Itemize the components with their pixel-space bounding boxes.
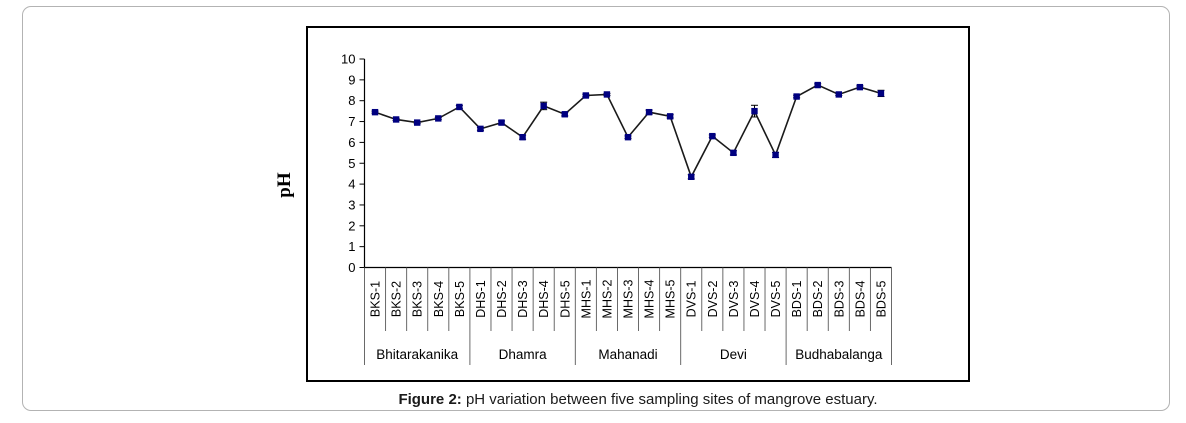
data-point-marker (835, 91, 842, 98)
y-tick-label: 0 (348, 260, 355, 275)
y-tick-label: 8 (348, 93, 355, 108)
data-point-marker (856, 83, 864, 91)
data-point-marker (645, 108, 653, 116)
y-tick-label: 6 (348, 135, 355, 150)
x-category-label: MHS-5 (664, 280, 678, 319)
data-point-marker (561, 111, 568, 118)
data-point-marker (435, 115, 442, 122)
x-category-label: DHS-3 (516, 280, 530, 318)
x-category-label: DHS-2 (495, 280, 509, 318)
data-point-marker (477, 125, 484, 133)
x-category-label: BDS-3 (832, 281, 846, 318)
data-point-marker (371, 108, 379, 116)
x-category-label: DHS-1 (474, 280, 488, 318)
x-category-label: DVS-5 (769, 281, 783, 318)
x-category-label: BKS-2 (390, 281, 404, 317)
x-category-label: BKS-5 (453, 281, 467, 317)
data-point-marker (730, 149, 737, 157)
data-point-marker (456, 103, 463, 111)
group-label: Mahanadi (598, 347, 657, 362)
x-category-label: MHS-1 (579, 280, 593, 319)
figure-frame: pH 0 1 2 3 4 5 6 7 8 9 10 BKS-1 BKS-2 BKS-3 BKS-4 BKS-5… (22, 6, 1170, 411)
x-category-label: BKS-3 (411, 281, 425, 317)
x-category-label: DVS-2 (706, 281, 720, 318)
figure-caption-text: pH variation between five sampling sites… (465, 391, 878, 408)
data-point-marker (519, 133, 526, 141)
x-category-label: DVS-3 (727, 281, 741, 318)
data-point-marker (793, 93, 800, 100)
x-category-label: BDS-4 (853, 281, 867, 318)
x-category-label: DVS-4 (748, 281, 762, 318)
group-label: Bhitarakanika (376, 347, 458, 362)
x-category-label: DVS-1 (685, 281, 699, 318)
x-category-label: MHS-3 (622, 280, 636, 319)
x-category-label: BKS-4 (432, 281, 446, 317)
y-tick-label: 3 (348, 197, 355, 212)
data-point-marker (392, 116, 400, 123)
x-category-label: DHS-5 (558, 280, 572, 318)
figure-caption-label: Figure 2: (398, 391, 462, 408)
ph-line-chart: 0 1 2 3 4 5 6 7 8 9 10 BKS-1 BKS-2 BKS-3 BKS-4 BKS-5 DHS… (306, 26, 970, 382)
y-tick-label: 7 (348, 114, 355, 129)
x-category-label: DHS-4 (537, 280, 551, 318)
group-label: Dhamra (499, 347, 548, 362)
data-point-marker (624, 133, 632, 141)
data-point-marker (498, 119, 505, 126)
x-category-label: MHS-4 (643, 280, 657, 319)
y-axis-title: pH (274, 172, 295, 198)
y-tick-label: 4 (348, 177, 355, 192)
y-tick-label: 9 (348, 72, 355, 87)
x-category-label: BKS-1 (369, 281, 383, 317)
data-point-marker (540, 102, 547, 110)
x-category-label: BDS-5 (874, 281, 888, 318)
x-category-label: BDS-1 (790, 281, 804, 318)
group-label: Devi (720, 347, 747, 362)
x-category-label: BDS-2 (811, 281, 825, 318)
group-label: Budhabalanga (795, 347, 883, 362)
y-tick-label: 1 (348, 239, 355, 254)
x-category-label: MHS-2 (600, 280, 614, 319)
data-point-marker (688, 173, 695, 181)
data-point-marker (414, 119, 421, 126)
y-tick-label: 10 (341, 52, 355, 67)
chart-container: 0 1 2 3 4 5 6 7 8 9 10 BKS-1 BKS-2 BKS-3 BKS-4 BKS-5 DHS… (306, 26, 970, 382)
data-point-marker (603, 91, 611, 98)
data-point-marker (582, 92, 590, 99)
data-point-marker (666, 113, 674, 120)
y-tick-label: 2 (348, 218, 355, 233)
y-tick-label: 5 (348, 156, 355, 171)
data-point-marker (877, 90, 885, 97)
data-point-marker (772, 151, 779, 159)
data-point-marker (709, 132, 716, 140)
data-point-marker (814, 81, 821, 89)
data-point-marker (751, 107, 758, 115)
figure-caption: Figure 2: pH variation between five samp… (306, 391, 970, 408)
